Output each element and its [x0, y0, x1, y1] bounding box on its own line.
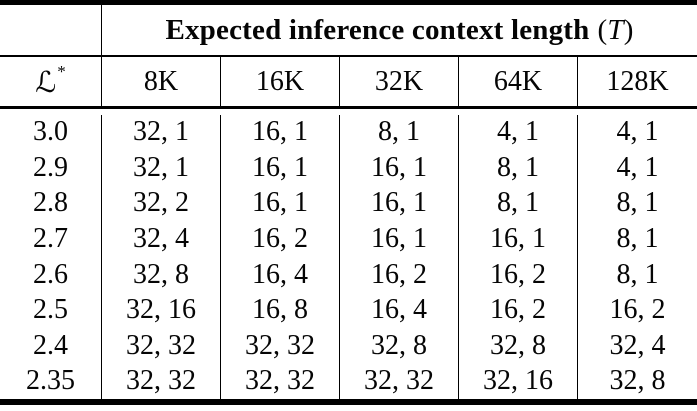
value-cell: 32, 8: [101, 256, 220, 293]
table-title-row: Expected inference context length(T): [0, 5, 697, 55]
value-cell: 32, 16: [101, 292, 220, 329]
value-cell: 16, 8: [220, 292, 339, 329]
bottom-rule: [0, 399, 697, 405]
paren-open: (: [597, 13, 608, 46]
column-header-64k: 64K: [458, 57, 577, 106]
value-cell: 32, 32: [339, 363, 458, 400]
table-row: 2.9 32, 1 16, 1 16, 1 8, 1 4, 1: [0, 150, 697, 186]
value-cell: 16, 2: [458, 292, 577, 329]
value-cell: 16, 4: [339, 292, 458, 329]
column-header-32k: 32K: [339, 57, 458, 106]
table-row: 2.7 32, 4 16, 2 16, 1 16, 1 8, 1: [0, 221, 697, 257]
column-header-128k: 128K: [577, 57, 697, 106]
value-cell: 8, 1: [577, 185, 697, 222]
table-row: 2.4 32, 32 32, 32 32, 8 32, 8 32, 4: [0, 328, 697, 364]
value-cell: 16, 2: [220, 221, 339, 257]
value-cell: 8, 1: [458, 185, 577, 222]
value-cell: 32, 8: [458, 328, 577, 364]
header-divider-rule: [0, 106, 697, 109]
value-cell: 32, 32: [220, 328, 339, 364]
value-cell: 32, 8: [339, 328, 458, 364]
value-cell: 4, 1: [458, 114, 577, 151]
table-title-cell: Expected inference context length(T): [101, 5, 697, 55]
row-header-cell: ℒ *: [0, 57, 101, 106]
value-cell: 8, 1: [577, 256, 697, 293]
value-cell: 16, 2: [577, 292, 697, 329]
title-variable: T: [607, 13, 624, 46]
value-cell: 32, 2: [101, 185, 220, 222]
column-header-row: ℒ * 8K 16K 32K 64K 128K: [0, 57, 697, 106]
row-label: 2.7: [33, 223, 68, 255]
value-cell: 16, 1: [220, 150, 339, 186]
row-label: 2.35: [26, 365, 75, 397]
value-cell: 16, 1: [220, 185, 339, 222]
value-cell: 16, 1: [339, 221, 458, 257]
row-label: 2.9: [33, 151, 68, 183]
title-divider-rule: [0, 55, 697, 57]
table-row: 2.8 32, 2 16, 1 16, 1 8, 1 8, 1: [0, 185, 697, 222]
value-cell: 32, 4: [577, 328, 697, 364]
value-cell: 32, 4: [101, 221, 220, 257]
table-row: 2.6 32, 8 16, 4 16, 2 16, 2 8, 1: [0, 256, 697, 293]
value-cell: 4, 1: [577, 150, 697, 186]
value-cell: 16, 1: [339, 185, 458, 222]
row-label: 3.0: [33, 116, 68, 148]
row-label: 2.8: [33, 187, 68, 219]
top-rule: [0, 0, 697, 5]
row-label: 2.4: [33, 329, 68, 361]
value-cell: 32, 1: [101, 114, 220, 151]
value-cell: 32, 8: [577, 363, 697, 400]
value-cell: 16, 1: [339, 150, 458, 186]
empty-corner-cell: [0, 5, 101, 55]
value-cell: 32, 1: [101, 150, 220, 186]
row-label: 2.5: [33, 294, 68, 326]
row-label: 2.6: [33, 258, 68, 290]
value-cell: 4, 1: [577, 114, 697, 151]
value-cell: 16, 2: [339, 256, 458, 293]
value-cell: 32, 32: [101, 328, 220, 364]
loss-symbol: ℒ: [35, 64, 57, 99]
table-row: 3.0 32, 1 16, 1 8, 1 4, 1 4, 1: [0, 114, 697, 151]
value-cell: 8, 1: [458, 150, 577, 186]
table-row: 2.35 32, 32 32, 32 32, 32 32, 16 32, 8: [0, 363, 697, 400]
table-title: Expected inference context length: [165, 13, 590, 46]
value-cell: 8, 1: [339, 114, 458, 151]
column-header-16k: 16K: [220, 57, 339, 106]
column-header-8k: 8K: [101, 57, 220, 106]
value-cell: 16, 2: [458, 256, 577, 293]
table-row: 2.5 32, 16 16, 8 16, 4 16, 2 16, 2: [0, 292, 697, 329]
value-cell: 16, 1: [458, 221, 577, 257]
value-cell: 32, 32: [101, 363, 220, 400]
loss-superscript: *: [57, 61, 66, 81]
value-cell: 32, 32: [220, 363, 339, 400]
value-cell: 16, 4: [220, 256, 339, 293]
value-cell: 8, 1: [577, 221, 697, 257]
paren-close: ): [623, 13, 634, 46]
value-cell: 16, 1: [220, 114, 339, 151]
value-cell: 32, 16: [458, 363, 577, 400]
table-body: 3.0 32, 1 16, 1 8, 1 4, 1 4, 1 2.9 32, 1 16, 1 16…: [0, 109, 697, 400]
